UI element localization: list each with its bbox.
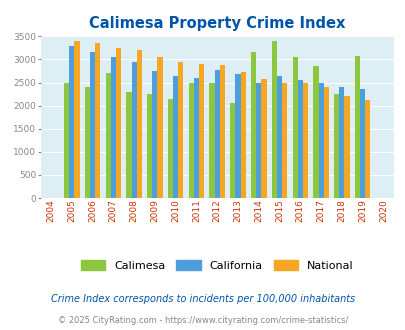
Bar [136,50,141,198]
Bar [152,71,157,198]
Bar [281,82,287,198]
Bar [95,43,100,198]
Bar [90,52,95,198]
Bar [209,82,214,198]
Bar [157,57,162,198]
Bar [173,76,178,198]
Bar [85,87,90,198]
Bar [235,74,240,198]
Bar [292,57,297,198]
Bar [147,94,152,198]
Bar [74,41,79,198]
Bar [111,57,116,198]
Bar [276,76,281,198]
Bar [116,48,121,198]
Legend: Calimesa, California, National: Calimesa, California, National [76,255,357,275]
Bar [339,87,343,198]
Bar [297,80,302,198]
Bar [105,73,111,198]
Bar [198,64,204,198]
Bar [126,92,131,198]
Bar [214,70,219,198]
Bar [131,62,136,198]
Bar [302,83,307,198]
Bar [240,72,245,198]
Bar [256,83,261,198]
Text: Crime Index corresponds to incidents per 100,000 inhabitants: Crime Index corresponds to incidents per… [51,294,354,304]
Bar [313,66,318,198]
Bar [343,96,349,198]
Bar [230,103,235,198]
Bar [64,82,69,198]
Bar [271,41,276,198]
Bar [193,78,198,198]
Bar [318,82,323,198]
Bar [188,82,193,198]
Bar [333,94,339,198]
Bar [69,46,74,198]
Bar [167,99,173,198]
Title: Calimesa Property Crime Index: Calimesa Property Crime Index [89,16,345,31]
Bar [323,87,328,198]
Bar [354,56,359,198]
Bar [178,62,183,198]
Text: © 2025 CityRating.com - https://www.cityrating.com/crime-statistics/: © 2025 CityRating.com - https://www.city… [58,316,347,325]
Bar [219,65,224,198]
Bar [359,88,364,198]
Bar [261,79,266,198]
Bar [250,52,256,198]
Bar [364,100,369,198]
